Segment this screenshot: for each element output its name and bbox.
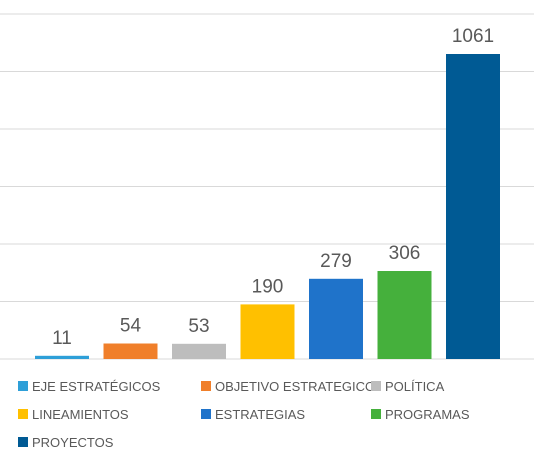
legend-item: OBJETIVO ESTRATEGICO	[201, 377, 375, 395]
data-label: 279	[320, 251, 352, 272]
data-label: 54	[120, 316, 142, 337]
bar	[172, 343, 226, 359]
legend-swatch	[18, 409, 28, 419]
legend-swatch	[371, 409, 381, 419]
bar-chart: 11 54 53 190 279 306 1061	[0, 13, 534, 360]
legend-item: LINEAMIENTOS	[18, 405, 201, 423]
legend-swatch	[201, 409, 211, 419]
legend-label: ESTRATEGIAS	[215, 406, 306, 422]
legend-item: POLÍTICA	[371, 377, 521, 395]
legend-item: EJE ESTRATÉGICOS	[18, 377, 201, 395]
bar	[309, 278, 363, 359]
legend-label: EJE ESTRATÉGICOS	[32, 378, 161, 394]
data-label: 11	[52, 328, 72, 349]
legend-label: LINEAMIENTOS	[32, 406, 129, 422]
legend-item: ESTRATEGIAS	[201, 405, 371, 423]
bar	[103, 343, 158, 359]
legend-label: POLÍTICA	[385, 378, 445, 394]
legend-swatch	[201, 381, 211, 391]
legend-label: PROYECTOS	[32, 434, 114, 450]
bar	[446, 54, 500, 359]
legend-swatch	[18, 381, 28, 391]
data-labels: 11 54 53 190 279 306 1061	[52, 26, 494, 349]
bar	[35, 355, 89, 359]
legend-swatch	[18, 437, 28, 447]
data-label: 306	[389, 243, 421, 264]
legend-item: PROYECTOS	[18, 433, 201, 451]
legend-label: PROGRAMAS	[385, 406, 470, 422]
legend: EJE ESTRATÉGICOS OBJETIVO ESTRATEGICO POLÍ…	[18, 377, 528, 451]
bars	[35, 54, 500, 359]
bar	[240, 304, 295, 359]
bar	[377, 271, 432, 359]
legend-label: OBJETIVO ESTRATEGICO	[215, 378, 376, 394]
data-label: 1061	[452, 26, 494, 47]
data-label: 53	[188, 316, 209, 337]
data-label: 190	[252, 276, 284, 297]
legend-swatch	[371, 381, 381, 391]
legend-item: PROGRAMAS	[371, 405, 521, 423]
